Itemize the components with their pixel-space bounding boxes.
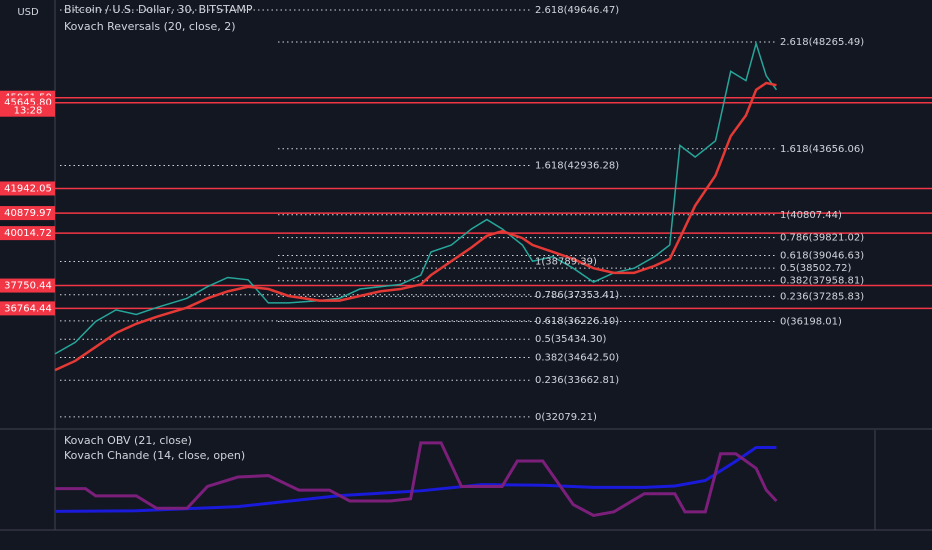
fib-label: 0.236(33662.81) bbox=[535, 375, 619, 386]
chande-title: Kovach Chande (14, close, open) bbox=[64, 449, 245, 462]
currency-label: USD bbox=[17, 7, 39, 18]
fib-label: 0.382(34642.50) bbox=[535, 353, 619, 364]
fib-label: 0.618(39046.63) bbox=[780, 251, 864, 262]
fib-label: 1.618(43656.06) bbox=[780, 144, 864, 155]
price-tag-label: 41942.05 bbox=[4, 183, 52, 194]
price-tag bbox=[0, 181, 55, 196]
fib-label: 0(32079.21) bbox=[535, 412, 597, 423]
price-tag bbox=[0, 226, 55, 241]
price-tag bbox=[0, 278, 55, 293]
fib-label: 0(36198.01) bbox=[780, 317, 842, 328]
chande-line bbox=[55, 441, 778, 518]
fib-label: 0.786(39821.02) bbox=[780, 233, 864, 244]
fib-label: 1(40807.44) bbox=[780, 210, 842, 221]
countdown-tag bbox=[0, 104, 55, 117]
fib-label: 0.618(36226.10) bbox=[535, 316, 619, 327]
fib-label: 1(38789.39) bbox=[535, 256, 597, 267]
fib-label: 0.786(37353.41) bbox=[535, 290, 619, 301]
plot bbox=[54, 9, 932, 518]
obv-line bbox=[54, 445, 777, 513]
moving-average bbox=[54, 81, 777, 372]
price-tag bbox=[0, 301, 55, 316]
indicator-title: Kovach Reversals (20, close, 2) bbox=[64, 20, 236, 33]
price-tag-label: 37750.44 bbox=[4, 281, 52, 292]
price-tag-label: 40014.72 bbox=[4, 228, 52, 239]
countdown-label: 13:28 bbox=[14, 106, 43, 117]
fib-label: 0.5(35434.30) bbox=[535, 334, 607, 345]
chart-title: Bitcoin / U.S. Dollar, 30, BITSTAMP bbox=[64, 3, 253, 16]
price-tag-label: 40879.97 bbox=[4, 208, 52, 219]
price-tag-label: 45645.80 bbox=[4, 98, 52, 109]
obv-title: Kovach OBV (21, close) bbox=[64, 434, 192, 447]
fib-label: 2.618(48265.49) bbox=[780, 37, 864, 48]
price-tag bbox=[0, 206, 55, 221]
fib-label: 0.5(38502.72) bbox=[780, 263, 852, 274]
fib-label: 1.618(42936.28) bbox=[535, 160, 619, 171]
price-line-series bbox=[54, 40, 778, 355]
fib-label: 0.236(37285.83) bbox=[780, 291, 864, 302]
fib-label: 0.382(37958.81) bbox=[780, 276, 864, 287]
labels: 2.618(49646.47) 1.618(42936.28) 1(38789.39… bbox=[0, 5, 864, 423]
price-tag-label: 36764.44 bbox=[4, 303, 52, 314]
fib-label: 2.618(49646.47) bbox=[535, 5, 619, 16]
